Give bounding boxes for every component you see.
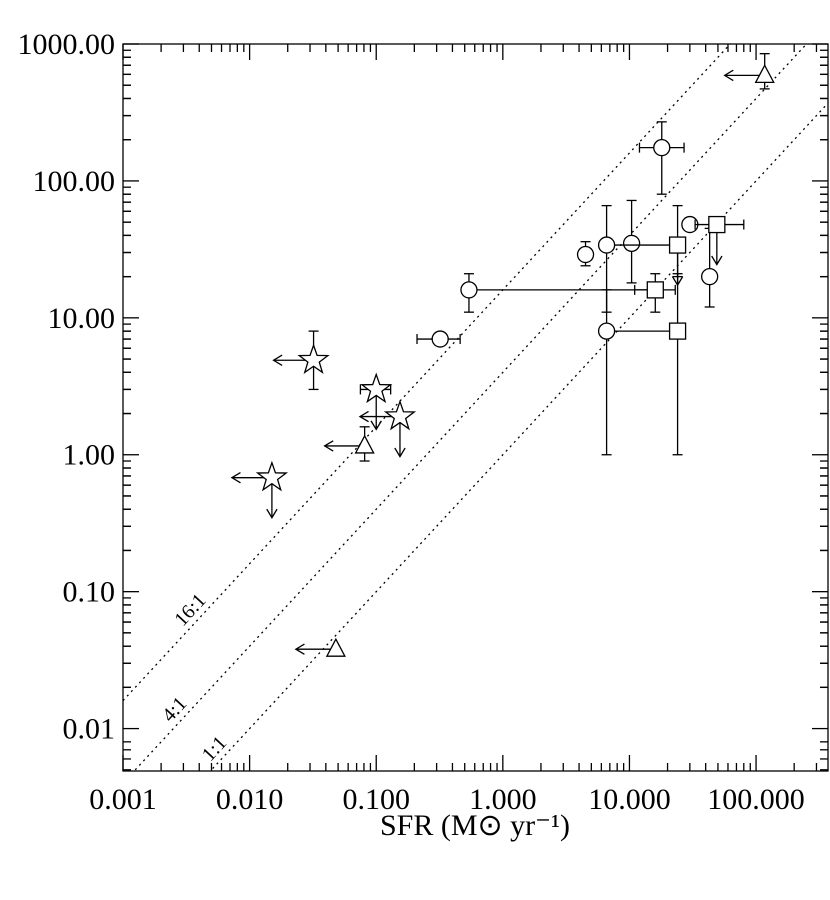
ratio-label: 4:1 [158,693,192,727]
arrow-head [711,255,723,266]
x-axis-label: SFR (M⊙ yr⁻¹) [380,809,570,842]
star-marker [297,343,330,374]
x-upper-limit-arrow [723,69,765,82]
square-marker [646,281,664,299]
square-marker [668,322,687,340]
star-marker [360,372,393,404]
y-error-bar [656,121,667,195]
arrow-head [394,447,406,458]
circle-marker [460,281,478,299]
arrow-head [266,508,278,519]
triangle-marker [354,434,375,454]
arrow-head [323,440,334,452]
y-tick-label: 1.00 [63,439,116,472]
arrow-head [294,643,305,655]
y-tick-label: 10.00 [48,302,116,335]
y-error-bar [704,227,715,308]
square-marker [708,215,726,234]
star-marker [383,399,417,431]
x-tick-label: 0.001 [89,783,157,816]
triangle-marker [325,637,346,657]
ratio-label: 16:1 [170,590,210,631]
x-tick-label: 0.100 [342,783,410,816]
y-tick-label: 100.00 [33,165,116,198]
y-error-bar [672,273,683,456]
circle-marker [597,236,616,254]
y-tick-label: 0.10 [63,576,116,609]
plot-frame [122,43,829,772]
triangle-marker [754,63,775,84]
plot-area [123,44,828,771]
arrow-head [230,471,241,484]
y-tick-label: 0.01 [63,713,116,746]
ratio-line [123,44,732,702]
arrow-head [272,354,283,366]
star-marker [255,460,289,492]
x-error-bar [605,326,679,337]
circle-marker [431,330,449,348]
x-upper-limit-arrow [294,643,336,655]
square-marker [668,236,687,254]
circle-marker [622,234,641,252]
ratio-label: 1:1 [198,732,232,766]
arrow-head [723,69,734,82]
arrow-head [358,410,369,423]
ratio-line [133,44,808,771]
x-tick-label: 100.000 [707,783,805,816]
arrow-head [370,420,382,431]
circle-marker [576,245,595,264]
circle-marker [701,267,719,286]
x-tick-label: 1.000 [469,783,537,816]
y-tick-label: 1000.00 [18,28,116,61]
x-tick-label: 0.010 [216,783,284,816]
circle-marker [653,138,671,157]
x-upper-limit-arrow [323,440,365,452]
x-tick-label: 10.000 [588,783,671,816]
circle-marker [597,322,616,340]
x-error-bar [468,284,656,295]
y-error-bar [601,289,612,456]
